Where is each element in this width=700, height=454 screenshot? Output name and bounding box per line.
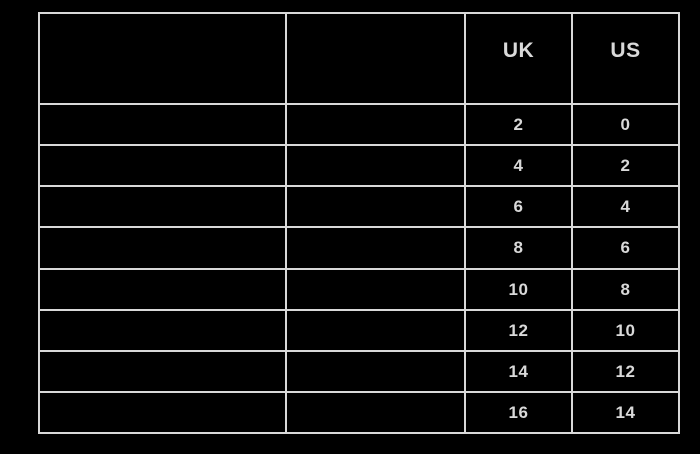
table-body: 2 0 4 2 6 4 8 6: [38, 102, 680, 435]
cell-detail: [285, 349, 466, 393]
table-row: 16 14: [38, 390, 680, 435]
cell-uk: 4: [464, 144, 573, 188]
cell-us: 12: [571, 349, 680, 393]
table-header-row: UK US: [38, 12, 680, 105]
cell-us: 6: [571, 226, 680, 270]
table-row: 8 6: [38, 226, 680, 270]
cell-us: 10: [571, 308, 680, 352]
cell-description: [38, 308, 287, 352]
cell-uk: 10: [464, 267, 573, 311]
cell-uk: 16: [464, 390, 573, 435]
table-header: UK US: [38, 12, 680, 105]
table-row: 6 4: [38, 185, 680, 229]
table-row: 4 2: [38, 144, 680, 188]
cell-detail: [285, 185, 466, 229]
cell-description: [38, 349, 287, 393]
table-row: 14 12: [38, 349, 680, 393]
cell-uk: 14: [464, 349, 573, 393]
cell-uk: 8: [464, 226, 573, 270]
cell-detail: [285, 267, 466, 311]
cell-description: [38, 390, 287, 435]
cell-description: [38, 267, 287, 311]
cell-us: 14: [571, 390, 680, 435]
column-header-uk: UK: [464, 12, 573, 105]
cell-description: [38, 185, 287, 229]
cell-detail: [285, 390, 466, 435]
cell-detail: [285, 102, 466, 147]
cell-uk: 6: [464, 185, 573, 229]
cell-description: [38, 144, 287, 188]
cell-uk: 12: [464, 308, 573, 352]
cell-description: [38, 226, 287, 270]
column-header-description: [38, 12, 287, 105]
cell-description: [38, 102, 287, 147]
cell-us: 8: [571, 267, 680, 311]
cell-us: 2: [571, 144, 680, 188]
cell-us: 0: [571, 102, 680, 147]
cell-uk: 2: [464, 102, 573, 147]
column-header-detail: [285, 12, 466, 105]
table-row: 10 8: [38, 267, 680, 311]
table-row: 12 10: [38, 308, 680, 352]
cell-us: 4: [571, 185, 680, 229]
cell-detail: [285, 308, 466, 352]
cell-detail: [285, 226, 466, 270]
table-row: 2 0: [38, 102, 680, 147]
column-header-us: US: [571, 12, 680, 105]
cell-detail: [285, 144, 466, 188]
size-conversion-table: UK US 2 0 4 2 6 4: [38, 12, 680, 435]
